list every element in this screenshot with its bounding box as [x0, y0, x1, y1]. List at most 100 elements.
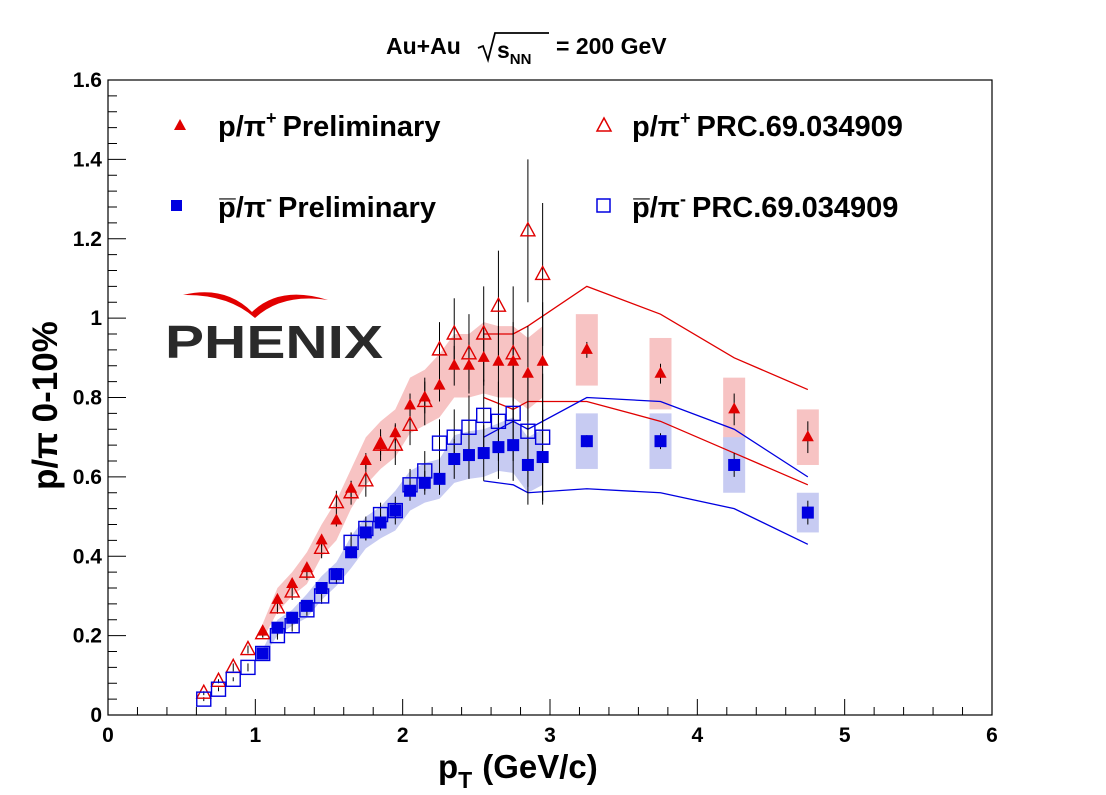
legend-label: p̅/π- Preliminary: [218, 189, 436, 224]
axis-ticks: [107, 79, 993, 716]
p-pi-plus-prc-point: [342, 483, 360, 499]
p-pi-plus-preliminary-point: [359, 454, 372, 465]
phenix-wing-icon: [183, 292, 328, 318]
pbar-pi-minus-preliminary-point: [389, 504, 402, 517]
pbar-pi-minus-preliminary-point: [271, 621, 284, 634]
p-pi-plus-preliminary-point: [330, 513, 343, 525]
pbar-pi-minus-prc-point: [417, 463, 433, 479]
p-pi-plus-preliminary-point: [492, 354, 505, 366]
pbar-pi-minus-prc-point: [210, 681, 227, 697]
y-tick-label: 0: [90, 704, 102, 727]
p-pi-plus-preliminary-point: [448, 358, 461, 370]
p-pi-plus-prc-point: [490, 296, 507, 312]
p-pi-plus-prc-point: [519, 221, 537, 237]
p-pi-plus-preliminary-point: [374, 438, 387, 450]
p-pi-plus-prc-point: [372, 435, 389, 451]
pbar-pi-minus-prc-point: [240, 659, 256, 676]
p-pi-plus-prc-point: [416, 391, 433, 408]
legend-label: p/π+ Preliminary: [218, 108, 440, 143]
y-tick-label: 1.4: [73, 148, 103, 171]
open-square-icon: [596, 198, 611, 213]
title-prefix: Au+Au: [386, 33, 461, 59]
pbar-pi-minus-preliminary-point: [448, 453, 461, 466]
pbar-pi-minus-preliminary-point: [801, 506, 814, 519]
pbar-pi-minus-preliminary-point: [359, 526, 372, 539]
p-pi-plus-prc-point: [475, 324, 492, 340]
pbar-pi-minus-preliminary-point: [462, 449, 475, 462]
pbar-pi-minus-prc-point: [461, 419, 477, 435]
legend-entry-p-pi-plus-prc: p/π+ PRC.69.034909: [595, 108, 903, 143]
p-pi-plus-preliminary-point: [404, 398, 417, 410]
sqrt-symbol: [477, 32, 549, 64]
pbar-pi-minus-preliminary-point: [536, 451, 549, 464]
y-tick-label: 0.2: [73, 625, 102, 648]
p-pi-plus-preliminary-point: [256, 624, 269, 636]
pbar-pi-minus-preliminary-point: [433, 472, 446, 485]
p-pi-plus-preliminary-point: [433, 378, 446, 390]
pbar-pi-minus-preliminary-point: [477, 447, 490, 460]
chart-title: Au+Au: [386, 33, 461, 59]
y-tick-label: 0.8: [73, 387, 103, 410]
x-tick-label: 3: [544, 724, 556, 747]
p-pi-plus-preliminary-point: [521, 366, 534, 378]
logo-text: PHENIX: [165, 316, 383, 368]
pbar-pi-minus-prc-point: [446, 429, 462, 445]
p-pi-plus-prc-point: [239, 640, 257, 656]
pbar-pi-minus-prc-point: [431, 435, 448, 451]
p-pi-plus-prc-point: [431, 340, 448, 356]
p-pi-plus-preliminary-point: [462, 358, 475, 370]
p-pi-plus-prc-point: [387, 435, 404, 451]
filled-triangle-icon: [174, 119, 186, 130]
pbar-pi-minus-prc-point: [520, 423, 536, 439]
model-curve: [483, 480, 809, 545]
pbar-pi-minus-prc-point: [402, 477, 418, 493]
pbar-pi-minus-prc-point: [269, 627, 286, 644]
legend-label: p̅/π- PRC.69.034909: [632, 189, 898, 224]
pbar-pi-minus-prc-point: [343, 534, 359, 551]
systematic-band: [262, 417, 543, 658]
pbar-pi-minus-prc-point: [299, 602, 315, 618]
p-pi-plus-prc-point: [313, 538, 330, 555]
pbar-pi-minus-prc-point: [284, 618, 300, 634]
pbar-pi-minus-preliminary-point: [330, 568, 343, 581]
data-points: [195, 221, 814, 707]
y-tick-label: 1.2: [73, 228, 102, 251]
pbar-pi-minus-preliminary-point: [507, 439, 520, 452]
filled-square-icon: [171, 200, 182, 211]
p-pi-plus-preliminary-point: [477, 350, 490, 362]
pbar-pi-minus-prc-point: [358, 520, 374, 537]
y-tick-label: 0.4: [73, 545, 103, 568]
open-triangle-icon: [595, 116, 613, 132]
y-tick-label: 0.6: [73, 466, 102, 489]
p-pi-plus-preliminary-point: [728, 402, 741, 414]
p-pi-plus-prc-point: [534, 264, 551, 281]
title-root: sNN: [497, 37, 531, 68]
p-pi-plus-preliminary-point: [536, 354, 549, 366]
legend-entry-pbar-pi-minus-preliminary: p̅/π- Preliminary: [171, 189, 436, 224]
pbar-pi-minus-prc-point: [476, 407, 492, 424]
x-tick-label: 4: [691, 724, 703, 747]
pbar-pi-minus-preliminary-point: [404, 484, 417, 497]
pbar-pi-minus-prc-point: [313, 588, 330, 604]
pbar-pi-minus-prc-point: [490, 413, 507, 430]
model-curves: [483, 285, 809, 545]
legend-entry-p-pi-plus-preliminary: p/π+ Preliminary: [174, 108, 440, 143]
p-pi-plus-prc-point: [401, 415, 419, 431]
p-pi-plus-prc-point: [283, 582, 301, 598]
legend: p/π+ Preliminary p/π+ PRC.69.034909 p̅/π- P…: [171, 108, 903, 224]
p-pi-plus-prc-point: [210, 671, 227, 687]
p-pi-plus-preliminary-point: [801, 430, 814, 442]
x-axis-label: pT (GeV/c): [438, 748, 598, 793]
pbar-pi-minus-preliminary-point: [580, 435, 593, 448]
title-suffix: = 200 GeV: [556, 33, 667, 59]
pbar-pi-minus-preliminary-point: [300, 599, 313, 612]
p-pi-plus-preliminary-point: [507, 354, 520, 366]
pbar-pi-minus-prc-point: [372, 506, 389, 523]
pbar-pi-minus-preliminary-point: [374, 516, 387, 529]
x-tick-label: 0: [102, 724, 114, 747]
pbar-pi-minus-prc-point: [387, 502, 403, 519]
x-tick-label: 2: [397, 724, 409, 747]
tick-labels: 0 1 2 3 4 5 6 0 0.2 0.4 0.6 0.8 1 1.2 1.4 1.6: [73, 69, 998, 747]
pbar-pi-minus-preliminary-point: [521, 458, 534, 471]
